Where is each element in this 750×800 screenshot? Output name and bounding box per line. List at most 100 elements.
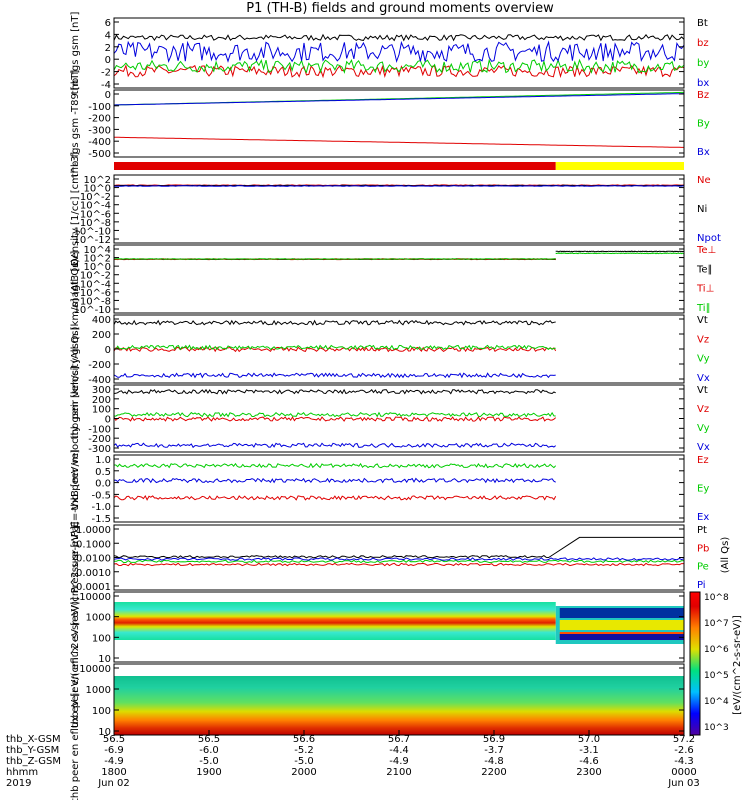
colorbar-tick-label: 10^8 xyxy=(704,593,729,603)
y-tick-label: -1.0 xyxy=(91,502,111,513)
legend-entry: Bt xyxy=(697,18,708,29)
legend-entry: Vy xyxy=(697,423,710,434)
axis-value: -6.0 xyxy=(199,745,219,756)
series-line-bz xyxy=(113,64,685,79)
axis-value: -5.0 xyxy=(294,756,314,767)
legend-entry: Vy xyxy=(697,354,710,365)
legend-entry: Ne xyxy=(697,175,711,186)
axis-value: -4.9 xyxy=(389,756,409,767)
y-axis-label: thb peer velocity gsm [km/s] (All Qs) xyxy=(70,326,81,510)
axis-value: 2000 xyxy=(291,767,316,778)
panel-4: 10^410^210^010^-210^-410^-610^-810^-10ma… xyxy=(70,244,685,316)
y-axis-label: thb peir velocity gsm [km/s] (All Qs) xyxy=(70,259,81,440)
y-tick-label: 10^-10 xyxy=(74,226,111,237)
legend-entry: Npot xyxy=(697,233,721,244)
legend-entry: Ex xyxy=(697,512,709,523)
y-tick-label: -300 xyxy=(88,125,111,136)
y-tick-label: 10^-10 xyxy=(74,305,111,316)
axis-value: -3.7 xyxy=(484,745,504,756)
series-line-ex xyxy=(113,477,556,484)
y-axis-label: Pressure [nPa] xyxy=(70,522,81,594)
legend-entry: By xyxy=(697,119,710,130)
y-tick-label: -300 xyxy=(88,444,111,455)
legend-entry: bx xyxy=(697,78,709,89)
axis-value: 1900 xyxy=(196,767,221,778)
axis-value: 56.6 xyxy=(293,734,315,745)
y-tick-label: 1.0000 xyxy=(76,525,111,536)
y-tick-label: -2 xyxy=(101,68,111,79)
panel-frame xyxy=(113,174,685,244)
y-tick-label: -0.5 xyxy=(91,490,111,501)
y-tick-label: -200 xyxy=(88,360,111,371)
y-tick-label: 10 xyxy=(98,654,111,665)
series-line-vy xyxy=(113,411,556,418)
legend-entry: Vx xyxy=(697,442,710,453)
colorbar-tick-label: 10^6 xyxy=(704,645,729,655)
axis-value: 56.5 xyxy=(198,734,220,745)
series-line-tiafter2240 xyxy=(555,252,685,255)
y-tick-label: 6 xyxy=(105,18,111,29)
series-line-ey xyxy=(114,462,557,469)
series-line-bx xyxy=(113,93,684,106)
y-tick-label: 10^-8 xyxy=(80,218,111,229)
y-tick-label: 10^-6 xyxy=(80,288,111,299)
y-tick-label: -100 xyxy=(88,424,111,435)
legend-entry: Ez xyxy=(697,455,709,466)
series-line-teafter2240 xyxy=(555,250,685,253)
y-tick-label: 10^-2 xyxy=(80,271,111,282)
axis-value: -6.9 xyxy=(104,745,124,756)
axis-value: 57.0 xyxy=(578,734,600,745)
colorbar-tick-label: 10^7 xyxy=(704,619,729,629)
series-line-pt xyxy=(113,536,684,559)
axis-value: 1800 xyxy=(101,767,126,778)
spectrogram-band-yellow xyxy=(559,620,684,630)
y-tick-label: 10000 xyxy=(79,664,111,675)
series-line-bt xyxy=(113,33,685,42)
y-tick-label: 0.1000 xyxy=(76,539,111,550)
y-axis-label: Density [1/cc] [cm^-3] xyxy=(70,152,81,266)
series-line-vx xyxy=(113,372,556,379)
y-tick-label: 1000 xyxy=(86,685,111,696)
status-bar-red xyxy=(114,162,556,170)
y-tick-label: 200 xyxy=(92,395,111,406)
axis-row-label: thb_X-GSM xyxy=(6,734,61,745)
y-tick-label: 10^2 xyxy=(84,254,111,265)
axis-value: -3.1 xyxy=(579,745,599,756)
y-tick-label: -200 xyxy=(88,434,111,445)
axis-value: 2300 xyxy=(576,767,601,778)
legend-entry: Ni xyxy=(697,204,707,215)
series-line-vt xyxy=(113,319,556,326)
panel-9: 10000 1000 100 10 thb peir en eflux eV [eV/(… xyxy=(70,526,685,728)
y-tick-label: 0 xyxy=(105,345,111,356)
y-tick-label: -100 xyxy=(88,102,111,113)
axis-value: -4.8 xyxy=(484,756,504,767)
y-tick-label: -400 xyxy=(88,137,111,148)
y-tick-label: 10000 xyxy=(79,592,111,603)
axis-value: 2100 xyxy=(386,767,411,778)
y-tick-label: 100 xyxy=(92,633,111,644)
y-tick-label: 1000 xyxy=(86,613,111,624)
panel-2: 0-100-200-300-400-500 thb fgs gsm -T89 [n… xyxy=(70,70,685,177)
y-tick-label: 200 xyxy=(92,330,111,341)
series-line-ez xyxy=(113,495,557,501)
axis-value: -4.4 xyxy=(389,745,409,756)
y-tick-label: 10^-4 xyxy=(80,201,111,212)
y-tick-label: 10 xyxy=(98,727,111,738)
legend-entry: bz xyxy=(697,38,709,49)
legend-entry: Bz xyxy=(697,90,709,101)
legend-entry: Vx xyxy=(697,373,710,384)
series-line-pe xyxy=(114,559,685,564)
colorbar-tick-label: 10^5 xyxy=(704,671,729,681)
series-line-ti xyxy=(113,258,556,260)
axis-value: -4.9 xyxy=(104,756,124,767)
panel-7: 1.00.50.0-0.5-1.0-1.5 E=-VxB [mV/m] xyxy=(70,449,685,528)
series-line-bx xyxy=(113,40,685,64)
y-tick-label: -200 xyxy=(88,114,111,125)
legend-entry: Pb xyxy=(697,543,709,554)
series-line-vx xyxy=(113,442,557,449)
legend-entry: Te∥ xyxy=(696,264,713,275)
panel-5: 400 200 0 -200 -400 thb peir velocity gsm [km… xyxy=(70,259,685,440)
legend-entry: Te⊥ xyxy=(696,245,716,256)
